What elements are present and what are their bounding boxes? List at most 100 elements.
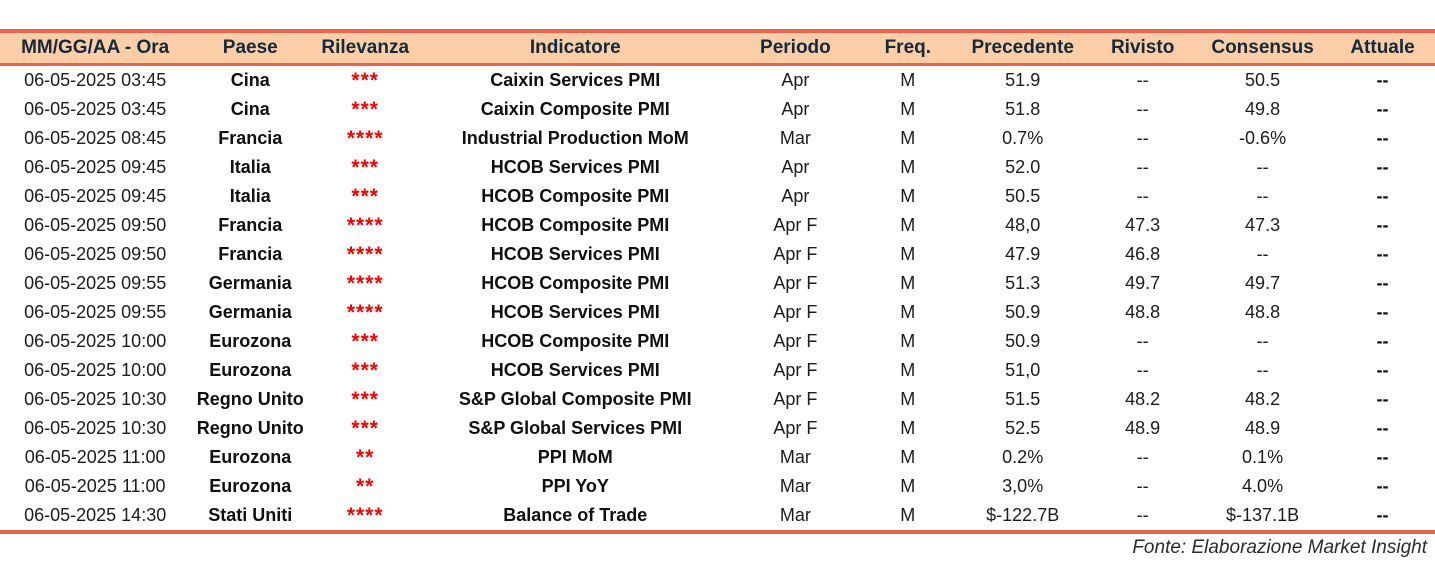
cell-period: Apr F <box>773 360 818 380</box>
cell-indicator: HCOB Services PMI <box>490 302 660 322</box>
cell-actual: -- <box>1376 186 1389 206</box>
cell-indicator: HCOB Composite PMI <box>481 215 670 235</box>
table-header-row: MM/GG/AA - Ora Paese Rilevanza Indicator… <box>0 31 1435 66</box>
cell-indicator: Balance of Trade <box>503 505 648 525</box>
cell-country: Italia <box>229 186 271 206</box>
cell-datetime: 06-05-2025 11:00 <box>24 476 166 496</box>
cell-datetime: 06-05-2025 09:55 <box>24 302 167 322</box>
cell-previous: 52.5 <box>1005 418 1041 438</box>
cell-revised: -- <box>1136 186 1149 206</box>
cell-datetime: 06-05-2025 09:45 <box>24 186 167 206</box>
relevance-stars-icon: ** <box>356 474 375 498</box>
cell-freq: M <box>900 215 916 235</box>
relevance-stars-icon: *** <box>351 184 379 208</box>
cell-actual: -- <box>1376 273 1389 293</box>
cell-datetime: 06-05-2025 10:30 <box>24 418 167 438</box>
cell-datetime: 06-05-2025 09:45 <box>24 157 167 177</box>
table-row: 06-05-2025 09:55 Germania **** HCOB Comp… <box>0 269 1435 298</box>
cell-previous: 0.2% <box>1002 447 1044 467</box>
cell-period: Mar <box>779 447 811 467</box>
cell-datetime: 06-05-2025 10:00 <box>24 331 167 351</box>
cell-revised: 48.2 <box>1125 389 1161 409</box>
cell-previous: 50.5 <box>1005 186 1041 206</box>
cell-country: Regno Unito <box>196 418 304 438</box>
economic-calendar-table: MM/GG/AA - Ora Paese Rilevanza Indicator… <box>0 29 1435 534</box>
column-header-freq: Freq. <box>860 31 956 66</box>
cell-revised: -- <box>1136 128 1149 148</box>
cell-actual: -- <box>1376 157 1389 177</box>
relevance-stars-icon: *** <box>351 416 379 440</box>
cell-consensus: 4.0% <box>1242 476 1284 496</box>
cell-revised: 46.8 <box>1125 244 1161 264</box>
cell-consensus: 47.3 <box>1245 215 1281 235</box>
cell-freq: M <box>900 273 916 293</box>
column-header-previous: Precedente <box>955 31 1091 66</box>
cell-consensus: 50.5 <box>1245 70 1281 90</box>
cell-indicator: HCOB Composite PMI <box>481 186 670 206</box>
cell-indicator: Caixin Services PMI <box>490 70 661 90</box>
cell-country: Stati Uniti <box>208 505 293 525</box>
relevance-stars-icon: *** <box>351 387 379 411</box>
column-header-actual: Attuale <box>1330 31 1435 66</box>
cell-consensus: 48.9 <box>1245 418 1281 438</box>
cell-period: Apr F <box>773 418 818 438</box>
cell-country: Francia <box>218 215 283 235</box>
cell-revised: 47.3 <box>1125 215 1161 235</box>
column-header-country: Paese <box>190 31 311 66</box>
relevance-stars-icon: *** <box>351 97 379 121</box>
cell-indicator: PPI YoY <box>541 476 609 496</box>
cell-country: Eurozona <box>209 476 292 496</box>
cell-actual: -- <box>1376 389 1389 409</box>
relevance-stars-icon: **** <box>346 126 384 150</box>
cell-country: Cina <box>230 70 270 90</box>
cell-datetime: 06-05-2025 11:00 <box>24 447 166 467</box>
cell-datetime: 06-05-2025 03:45 <box>24 70 167 90</box>
cell-previous: 52.0 <box>1005 157 1041 177</box>
table-row: 06-05-2025 09:50 Francia **** HCOB Servi… <box>0 240 1435 269</box>
cell-consensus: $-137.1B <box>1226 505 1300 525</box>
relevance-stars-icon: **** <box>346 242 384 266</box>
cell-consensus: -- <box>1256 186 1269 206</box>
cell-datetime: 06-05-2025 03:45 <box>24 99 167 119</box>
column-header-period: Periodo <box>730 31 861 66</box>
cell-consensus: -- <box>1256 360 1269 380</box>
cell-previous: 3,0% <box>1002 476 1044 496</box>
cell-previous: 51,0 <box>1005 360 1041 380</box>
cell-period: Apr F <box>773 302 818 322</box>
cell-datetime: 06-05-2025 09:50 <box>24 215 167 235</box>
cell-actual: -- <box>1376 447 1389 467</box>
table-row: 06-05-2025 11:00 Eurozona ** PPI MoM Mar… <box>0 443 1435 472</box>
cell-country: Germania <box>208 302 292 322</box>
cell-freq: M <box>900 186 916 206</box>
cell-country: Eurozona <box>209 447 292 467</box>
table-row: 06-05-2025 11:00 Eurozona ** PPI YoY Mar… <box>0 472 1435 501</box>
table-row: 06-05-2025 10:00 Eurozona *** HCOB Servi… <box>0 356 1435 385</box>
cell-datetime: 06-05-2025 10:00 <box>24 360 167 380</box>
column-header-relevance: Rilevanza <box>310 31 421 66</box>
table-row: 06-05-2025 09:45 Italia *** HCOB Service… <box>0 153 1435 182</box>
cell-freq: M <box>900 505 916 525</box>
cell-country: Eurozona <box>209 360 292 380</box>
cell-actual: -- <box>1376 505 1389 525</box>
cell-revised: -- <box>1136 331 1149 351</box>
cell-indicator: S&P Global Services PMI <box>468 418 683 438</box>
cell-actual: -- <box>1376 99 1389 119</box>
cell-freq: M <box>900 70 916 90</box>
economic-calendar: MM/GG/AA - Ora Paese Rilevanza Indicator… <box>0 29 1435 559</box>
cell-actual: -- <box>1376 70 1389 90</box>
cell-indicator: PPI MoM <box>537 447 613 467</box>
cell-datetime: 06-05-2025 14:30 <box>24 505 167 525</box>
cell-revised: 49.7 <box>1125 273 1161 293</box>
cell-datetime: 06-05-2025 10:30 <box>24 389 167 409</box>
table-row: 06-05-2025 10:30 Regno Unito *** S&P Glo… <box>0 414 1435 443</box>
cell-revised: -- <box>1136 157 1149 177</box>
cell-consensus: 48.2 <box>1245 389 1281 409</box>
cell-indicator: HCOB Composite PMI <box>481 273 670 293</box>
cell-freq: M <box>900 244 916 264</box>
table-row: 06-05-2025 14:30 Stati Uniti **** Balanc… <box>0 501 1435 532</box>
cell-revised: 48.9 <box>1125 418 1161 438</box>
cell-indicator: Industrial Production MoM <box>461 128 689 148</box>
cell-actual: -- <box>1376 331 1389 351</box>
cell-period: Apr F <box>773 389 818 409</box>
cell-previous: 51.8 <box>1005 99 1041 119</box>
